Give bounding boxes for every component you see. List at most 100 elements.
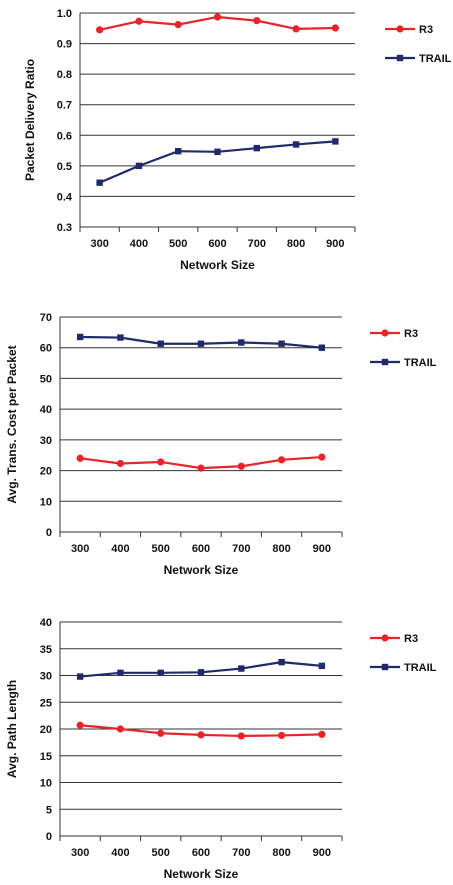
y-tick-label: 50 xyxy=(40,373,52,385)
y-tick-label: 0.8 xyxy=(57,69,72,81)
x-tick-label: 900 xyxy=(313,847,331,859)
y-tick-label: 0 xyxy=(46,527,52,539)
x-tick-label: 700 xyxy=(248,238,266,250)
chart-panel-3: 0 5 10 15 20 25 30 35 40 300 400 500 600 700 800 900 Net… xyxy=(5,617,437,881)
y-tick-label: 20 xyxy=(40,466,52,478)
data-point-trail xyxy=(96,179,103,186)
y-tick-label: 30 xyxy=(40,671,52,683)
y-tick-label: 60 xyxy=(40,343,52,355)
y-tick-label: 0.6 xyxy=(57,130,72,142)
x-tick-label: 300 xyxy=(71,543,89,555)
y-tick-label: 0.7 xyxy=(57,100,72,112)
legend-marker xyxy=(381,663,389,671)
legend-label-trail: TRAIL xyxy=(419,53,452,65)
legend-label-r3: R3 xyxy=(404,328,418,340)
legend-label-r3: R3 xyxy=(404,633,418,645)
legend-label-trail: TRAIL xyxy=(404,662,437,674)
x-tick-label: 500 xyxy=(169,238,187,250)
data-point-trail xyxy=(117,669,124,677)
x-tick-label: 900 xyxy=(313,543,331,555)
chart-panel-2: 0 10 20 30 40 50 60 70 300 400 500 600 700 800 900 Netw… xyxy=(5,312,437,577)
data-point-r3 xyxy=(96,26,104,34)
y-tick-label: 30 xyxy=(40,435,52,447)
data-point-trail xyxy=(253,144,260,152)
y-tick-label: 1.0 xyxy=(57,8,72,20)
data-point-r3 xyxy=(277,731,286,740)
x-tick-label: 600 xyxy=(192,847,210,859)
x-tick-label: 700 xyxy=(232,847,250,859)
x-tick-label: 900 xyxy=(326,238,344,250)
data-point-r3 xyxy=(213,13,222,21)
y-axis-label: Avg. Path Length xyxy=(5,680,19,778)
y-tick-label: 0 xyxy=(46,831,52,843)
data-point-r3 xyxy=(253,17,261,25)
x-axis-label: Network Size xyxy=(164,867,239,881)
x-tick-label: 400 xyxy=(111,543,129,555)
y-tick-label: 10 xyxy=(40,778,52,790)
data-point-trail xyxy=(238,665,245,672)
x-tick-label: 500 xyxy=(152,847,170,859)
data-point-trail xyxy=(117,334,124,341)
x-tick-label: 700 xyxy=(232,543,250,555)
x-tick-label: 300 xyxy=(71,847,89,859)
y-tick-label: 0.9 xyxy=(57,39,72,51)
x-axis-label: Network Size xyxy=(164,563,239,577)
data-point-r3 xyxy=(135,17,143,25)
data-point-trail xyxy=(135,162,143,170)
data-point-r3 xyxy=(157,729,165,737)
x-tick-label: 600 xyxy=(208,238,226,250)
y-tick-label: 40 xyxy=(40,404,52,416)
data-point-r3 xyxy=(174,21,182,29)
data-point-trail xyxy=(278,658,285,666)
x-tick-label: 400 xyxy=(130,238,148,250)
y-tick-label: 70 xyxy=(40,312,52,324)
y-axis-label: Packet Delivery Ratio xyxy=(23,59,37,181)
legend-label-r3: R3 xyxy=(419,24,433,36)
y-tick-label: 20 xyxy=(40,724,52,736)
data-point-r3 xyxy=(318,453,326,461)
data-point-r3 xyxy=(197,731,205,739)
y-tick-label: 40 xyxy=(40,617,52,629)
data-point-r3 xyxy=(197,464,205,472)
data-point-trail xyxy=(197,340,205,347)
x-axis-label: Network Size xyxy=(180,258,255,272)
x-tick-label: 800 xyxy=(272,847,290,859)
y-tick-label: 15 xyxy=(40,751,52,763)
data-point-r3 xyxy=(331,24,339,32)
data-point-r3 xyxy=(318,730,326,738)
data-point-r3 xyxy=(277,456,286,464)
data-point-r3 xyxy=(76,721,84,729)
data-point-trail xyxy=(197,669,205,676)
y-tick-label: 10 xyxy=(40,496,52,508)
chart-panel-1: 0.3 0.4 0.5 0.6 0.7 0.8 0.9 1.0 300 400 500 600 700 8… xyxy=(23,8,452,272)
data-point-trail xyxy=(76,673,84,680)
x-tick-label: 800 xyxy=(272,543,290,555)
data-point-trail xyxy=(318,662,326,670)
y-tick-label: 5 xyxy=(46,804,52,816)
data-point-r3 xyxy=(116,459,125,468)
data-point-trail xyxy=(318,344,326,351)
data-point-trail xyxy=(157,340,164,347)
legend-marker xyxy=(381,329,389,337)
data-point-r3 xyxy=(237,462,245,470)
data-point-trail xyxy=(292,141,300,148)
legend-label-trail: TRAIL xyxy=(404,357,437,369)
data-point-trail xyxy=(278,340,285,347)
x-tick-label: 400 xyxy=(111,847,129,859)
y-tick-label: 0.4 xyxy=(57,191,73,203)
data-point-trail xyxy=(214,148,221,155)
data-point-trail xyxy=(76,333,84,341)
legend-marker xyxy=(381,634,389,642)
legend-marker xyxy=(381,358,389,366)
data-point-trail xyxy=(175,147,182,155)
data-point-r3 xyxy=(157,458,165,466)
data-point-r3 xyxy=(76,454,84,462)
legend-marker xyxy=(396,25,404,33)
x-tick-label: 300 xyxy=(90,238,108,250)
data-point-trail xyxy=(157,669,164,677)
data-point-r3 xyxy=(292,25,300,33)
x-tick-label: 500 xyxy=(152,543,170,555)
data-point-trail xyxy=(332,138,339,145)
y-axis-label: Avg. Trans. Cost per Packet xyxy=(5,345,19,503)
